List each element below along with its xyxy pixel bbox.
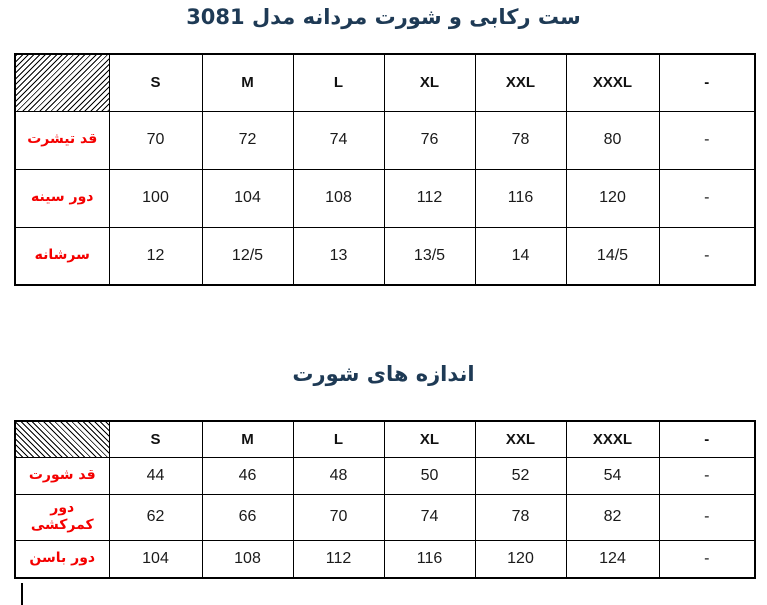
size-value: 104	[201, 168, 294, 228]
size-value: -	[658, 456, 756, 495]
size-value: 116	[474, 168, 567, 228]
size-value: 54	[565, 456, 660, 495]
size-value: 62	[108, 493, 203, 541]
size-value: 14	[474, 226, 567, 286]
size-value: 13	[292, 226, 385, 286]
size-header-s: S	[108, 53, 203, 112]
size-value: 52	[474, 456, 567, 495]
measurement-label: دور سینه	[14, 168, 110, 228]
size-value: 48	[292, 456, 385, 495]
shorts-header-row: S M L XL XXL XXXL -	[14, 420, 756, 458]
size-value: 78	[474, 110, 567, 170]
size-value: 12	[108, 226, 203, 286]
shorts-length-row: قد شورت 44 46 48 50 52 54 -	[14, 456, 756, 495]
tshirt-length-row: قد تیشرت 70 72 74 76 78 80 -	[14, 110, 756, 170]
size-value: 44	[108, 456, 203, 495]
size-value: 14/5	[565, 226, 660, 286]
tshirt-header-row: S M L XL XXL XXXL -	[14, 53, 756, 112]
size-value: 124	[565, 539, 660, 579]
size-value: -	[658, 493, 756, 541]
size-value: -	[658, 168, 756, 228]
size-value: 74	[292, 110, 385, 170]
size-value: 50	[383, 456, 476, 495]
size-header-dash: -	[658, 420, 756, 458]
size-value: 70	[292, 493, 385, 541]
page-title-set-model-3081: ست رکابی و شورت مردانه مدل 3081	[186, 5, 581, 29]
size-header-dash: -	[658, 53, 756, 112]
size-header-l: L	[292, 53, 385, 112]
size-header-xxl: XXL	[474, 53, 567, 112]
size-value: 13/5	[383, 226, 476, 286]
size-value: 112	[383, 168, 476, 228]
size-value: -	[658, 226, 756, 286]
size-value: -	[658, 539, 756, 579]
size-value: -	[658, 110, 756, 170]
size-value: 120	[565, 168, 660, 228]
size-value: 108	[201, 539, 294, 579]
measurement-label: قد تیشرت	[14, 110, 110, 170]
measurement-label: سرشانه	[14, 226, 110, 286]
measurement-label: دور کمرکشی	[14, 493, 110, 541]
size-value: 82	[565, 493, 660, 541]
shorts-sizes-title: اندازه های شورت	[292, 362, 475, 386]
size-value: 72	[201, 110, 294, 170]
size-header-l: L	[292, 420, 385, 458]
size-value: 112	[292, 539, 385, 579]
size-value: 104	[108, 539, 203, 579]
size-header-xl: XL	[383, 53, 476, 112]
hatched-corner-cell	[14, 53, 110, 112]
size-value: 120	[474, 539, 567, 579]
hatched-corner-cell	[14, 420, 110, 458]
size-header-xl: XL	[383, 420, 476, 458]
size-value: 80	[565, 110, 660, 170]
size-value: 12/5	[201, 226, 294, 286]
size-value: 74	[383, 493, 476, 541]
measurement-label: دور باسن	[14, 539, 110, 579]
size-header-s: S	[108, 420, 203, 458]
shorts-size-table: S M L XL XXL XXXL - قد شورت 44 46 48 50 …	[14, 420, 756, 579]
size-value: 66	[201, 493, 294, 541]
size-value: 70	[108, 110, 203, 170]
chest-circumference-row: دور سینه 100 104 108 112 116 120 -	[14, 168, 756, 228]
next-row-border-fragment	[21, 583, 23, 605]
size-value: 76	[383, 110, 476, 170]
size-value: 46	[201, 456, 294, 495]
tshirt-size-table: S M L XL XXL XXXL - قد تیشرت 70 72 74 76…	[14, 53, 756, 286]
size-header-m: M	[201, 420, 294, 458]
size-value: 78	[474, 493, 567, 541]
size-value: 108	[292, 168, 385, 228]
shoulder-row: سرشانه 12 12/5 13 13/5 14 14/5 -	[14, 226, 756, 286]
hip-circumference-row: دور باسن 104 108 112 116 120 124 -	[14, 539, 756, 579]
size-header-m: M	[201, 53, 294, 112]
size-value: 100	[108, 168, 203, 228]
size-header-xxxl: XXXL	[565, 420, 660, 458]
size-header-xxl: XXL	[474, 420, 567, 458]
size-header-xxxl: XXXL	[565, 53, 660, 112]
elastic-waist-row: دور کمرکشی 62 66 70 74 78 82 -	[14, 493, 756, 541]
measurement-label: قد شورت	[14, 456, 110, 495]
size-value: 116	[383, 539, 476, 579]
